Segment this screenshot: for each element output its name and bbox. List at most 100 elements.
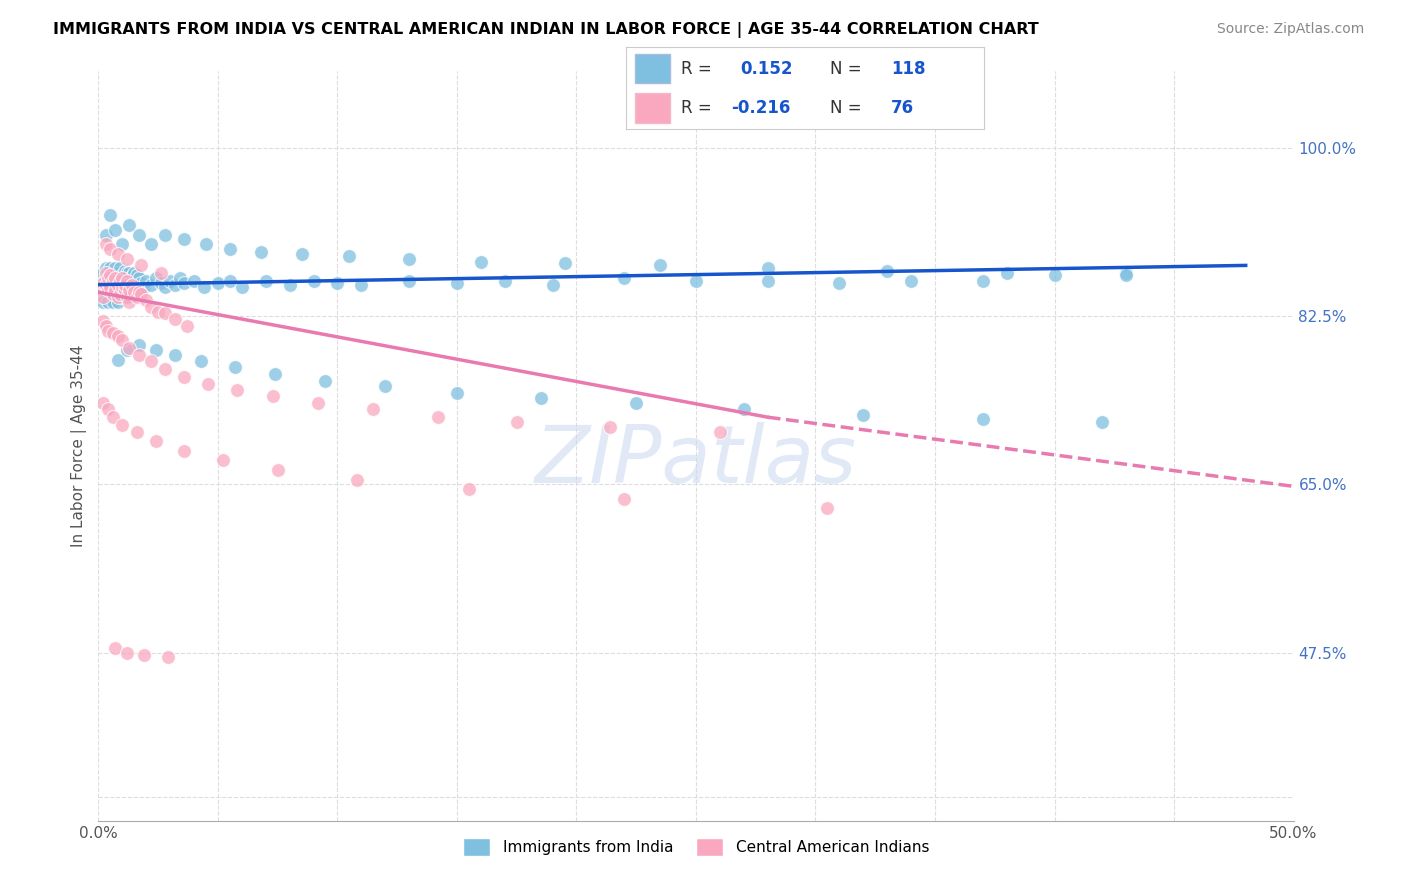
Point — [107, 276, 129, 290]
Point — [97, 324, 120, 338]
Point — [155, 280, 177, 294]
Point — [828, 276, 851, 290]
Point — [98, 261, 122, 276]
Point — [104, 271, 127, 285]
Point — [163, 348, 186, 362]
Point — [1091, 415, 1114, 429]
Point — [156, 650, 179, 665]
Point — [278, 277, 301, 292]
Point — [458, 482, 481, 496]
Point — [554, 256, 576, 270]
Point — [291, 247, 314, 261]
Point — [114, 264, 136, 278]
Point — [685, 274, 707, 288]
Point — [108, 274, 131, 288]
Point — [104, 280, 127, 294]
Point — [115, 274, 138, 288]
Point — [219, 274, 242, 288]
Text: 76: 76 — [891, 99, 914, 117]
Text: 118: 118 — [891, 60, 925, 78]
Point — [128, 285, 150, 300]
Point — [98, 242, 122, 256]
Point — [125, 268, 148, 282]
Point — [115, 290, 138, 304]
Point — [107, 285, 129, 300]
Point — [876, 264, 898, 278]
Point — [111, 280, 134, 294]
Point — [111, 271, 134, 285]
Point — [115, 646, 138, 660]
Point — [302, 274, 325, 288]
Point — [98, 268, 122, 282]
Point — [111, 417, 134, 432]
Point — [131, 259, 153, 273]
Point — [173, 276, 195, 290]
Point — [139, 300, 162, 314]
Point — [115, 266, 138, 280]
Point — [995, 266, 1018, 280]
Point — [648, 259, 672, 273]
Point — [226, 384, 249, 398]
Point — [101, 274, 124, 288]
Point — [124, 280, 146, 294]
Point — [163, 312, 186, 326]
Point — [101, 294, 124, 309]
Point — [339, 249, 361, 263]
Point — [94, 237, 117, 252]
Point — [613, 491, 636, 506]
Point — [733, 402, 755, 417]
Point — [446, 386, 468, 401]
Point — [426, 410, 449, 425]
Point — [108, 274, 131, 288]
Point — [118, 266, 141, 280]
Point — [264, 367, 287, 381]
Point — [374, 379, 396, 393]
Point — [98, 209, 122, 223]
Text: -0.216: -0.216 — [731, 99, 790, 117]
Point — [104, 223, 127, 237]
Point — [470, 254, 492, 268]
Point — [756, 274, 779, 288]
Point — [446, 276, 468, 290]
Text: N =: N = — [830, 60, 862, 78]
Point — [135, 293, 157, 307]
Point — [98, 271, 122, 285]
Point — [613, 271, 636, 285]
Point — [211, 453, 233, 467]
Point — [128, 348, 150, 362]
Point — [541, 277, 564, 292]
Point — [107, 352, 129, 367]
Point — [118, 280, 141, 294]
Point — [173, 369, 195, 384]
Point — [124, 266, 146, 280]
Point — [97, 294, 120, 309]
Point — [97, 266, 120, 280]
Text: N =: N = — [830, 99, 862, 117]
Point — [398, 252, 420, 266]
Point — [118, 341, 141, 355]
Point — [494, 274, 516, 288]
Point — [111, 290, 134, 304]
Point — [128, 271, 150, 285]
Point — [972, 412, 994, 426]
Point — [104, 284, 127, 298]
Point — [104, 261, 127, 276]
Point — [91, 266, 114, 280]
Text: R =: R = — [682, 99, 711, 117]
Point — [91, 290, 114, 304]
Point — [219, 242, 242, 256]
Point — [111, 268, 134, 282]
Point — [709, 425, 731, 439]
Point — [108, 287, 131, 301]
Point — [197, 376, 219, 391]
Point — [115, 252, 138, 266]
Point — [101, 326, 124, 340]
Point — [972, 274, 994, 288]
Point — [114, 287, 136, 301]
Point — [91, 314, 114, 328]
Point — [530, 391, 553, 405]
Point — [115, 277, 138, 292]
Point — [145, 434, 167, 449]
Point — [250, 244, 273, 259]
Point — [131, 287, 153, 301]
